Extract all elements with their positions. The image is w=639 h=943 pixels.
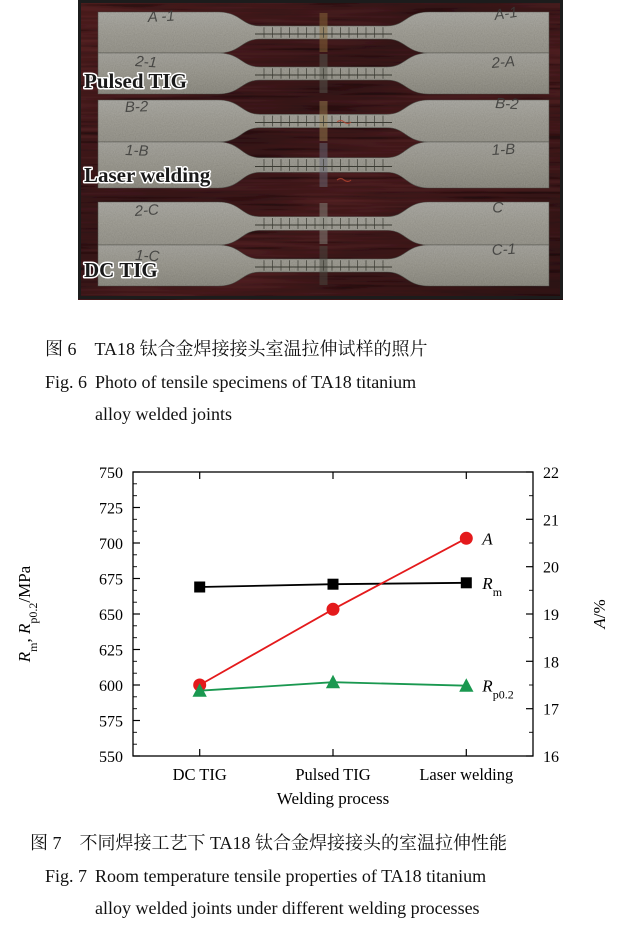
svg-text:600: 600 xyxy=(99,678,123,695)
svg-text:Pulsed TIG: Pulsed TIG xyxy=(295,765,370,784)
svg-text:DC TIG: DC TIG xyxy=(173,765,227,784)
svg-text:C-1: C-1 xyxy=(491,241,516,259)
svg-text:700: 700 xyxy=(99,536,123,553)
svg-text:Laser welding: Laser welding xyxy=(419,765,513,784)
svg-text:1-C: 1-C xyxy=(135,247,160,265)
svg-text:A-1: A-1 xyxy=(492,4,518,24)
svg-text:18: 18 xyxy=(543,654,559,671)
svg-text:19: 19 xyxy=(543,607,559,624)
svg-text:1-B: 1-B xyxy=(125,142,149,160)
svg-text:650: 650 xyxy=(99,607,123,624)
svg-text:2-C: 2-C xyxy=(133,201,159,220)
svg-text:A -1: A -1 xyxy=(146,8,175,26)
svg-text:Rp0.2: Rp0.2 xyxy=(481,677,513,702)
svg-text:750: 750 xyxy=(99,465,123,482)
svg-text:Rm: Rm xyxy=(481,574,502,599)
svg-text:16: 16 xyxy=(543,749,559,766)
svg-text:2-A: 2-A xyxy=(490,53,516,72)
svg-text:Laser welding: Laser welding xyxy=(84,163,211,187)
svg-text:625: 625 xyxy=(99,643,123,660)
svg-text:20: 20 xyxy=(543,560,559,577)
svg-text:Pulsed TIG: Pulsed TIG xyxy=(84,69,187,93)
svg-text:C: C xyxy=(492,199,504,217)
svg-text:B-2: B-2 xyxy=(495,95,520,113)
svg-text:550: 550 xyxy=(99,749,123,766)
svg-text:1-B: 1-B xyxy=(491,141,515,159)
svg-text:575: 575 xyxy=(99,714,123,731)
svg-text:Rm, Rp0.2/MPa: Rm, Rp0.2/MPa xyxy=(15,565,40,663)
svg-text:A: A xyxy=(481,529,493,548)
svg-text:21: 21 xyxy=(543,512,559,529)
svg-text:2-1: 2-1 xyxy=(134,53,158,72)
svg-text:17: 17 xyxy=(543,702,559,719)
svg-text:725: 725 xyxy=(99,501,123,518)
svg-text:675: 675 xyxy=(99,572,123,589)
svg-text:A/%: A/% xyxy=(590,599,609,629)
svg-text:Welding process: Welding process xyxy=(277,789,389,808)
svg-text:B-2: B-2 xyxy=(125,98,150,116)
svg-text:22: 22 xyxy=(543,465,559,482)
